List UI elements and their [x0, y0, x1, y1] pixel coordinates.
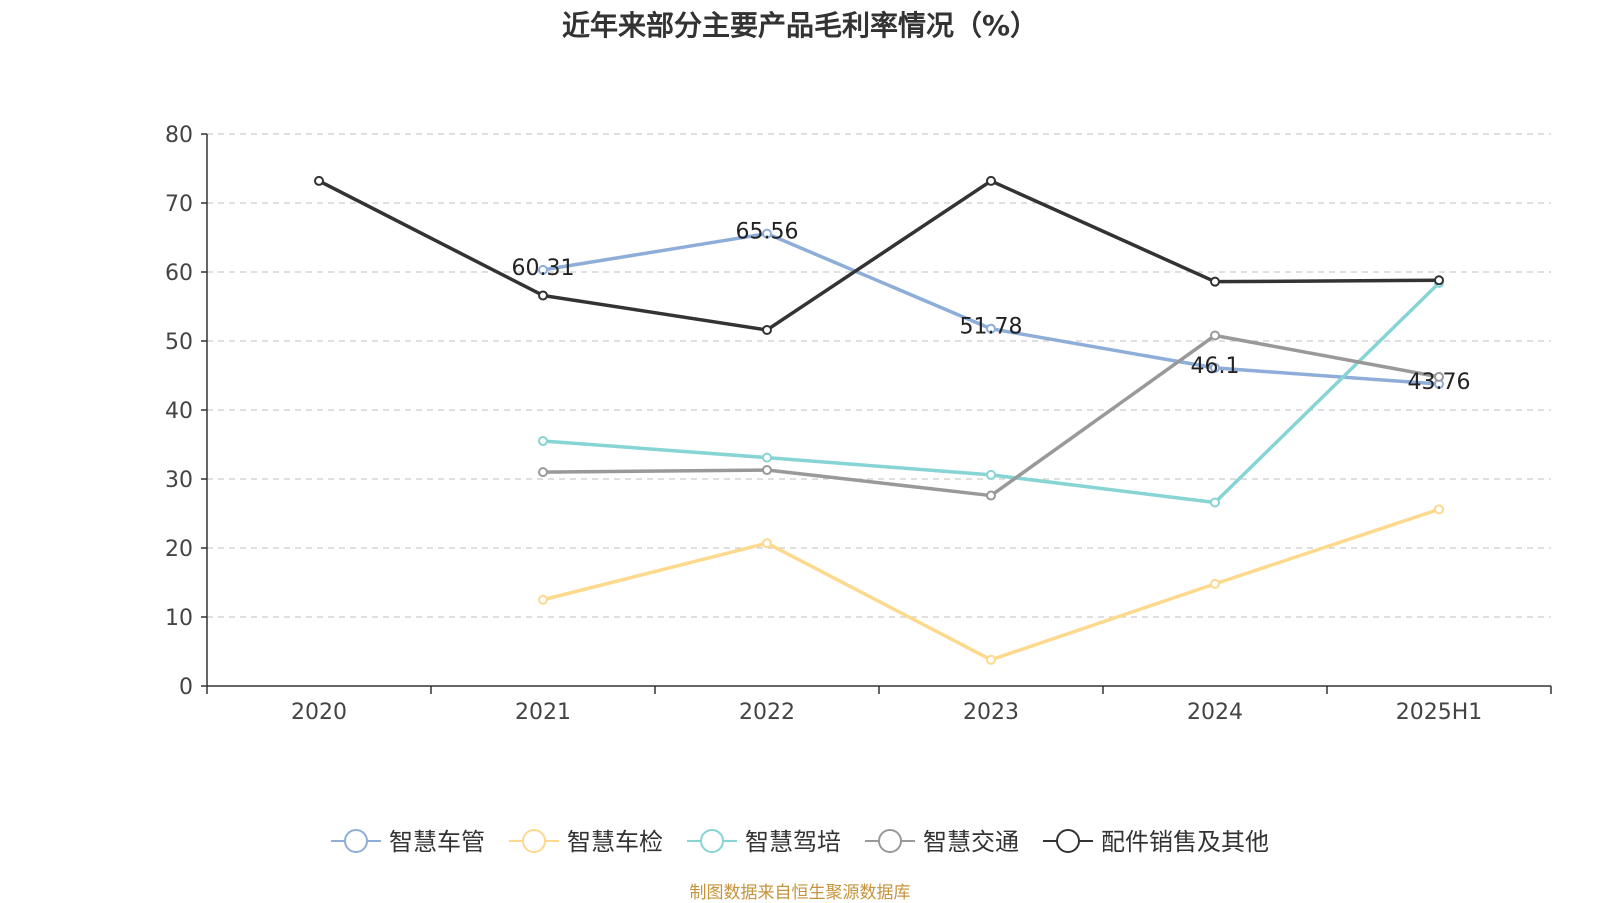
legend-circle-icon: [522, 829, 546, 853]
x-tick-label: 2024: [1187, 700, 1243, 725]
x-tick-label: 2021: [515, 700, 571, 725]
data-point: [986, 654, 996, 665]
y-tick-label: 20: [165, 537, 193, 562]
series-line: [318, 179, 1440, 332]
data-point: [1210, 362, 1220, 373]
legend-circle-icon: [344, 829, 368, 853]
y-tick-label: 0: [179, 675, 193, 700]
legend-circle-icon: [1056, 829, 1080, 853]
data-point: [986, 469, 996, 480]
x-tick-label: 2022: [739, 700, 795, 725]
legend-label: 智慧车管: [389, 828, 485, 856]
data-point: [538, 290, 548, 301]
legend-item-4: 智慧交通: [865, 828, 1019, 856]
x-tick-label: 2025H1: [1396, 700, 1483, 725]
legend-circle-icon: [700, 829, 724, 853]
data-point: [762, 465, 772, 476]
legend-item-3: 智慧驾培: [687, 828, 841, 856]
legend-label: 配件销售及其他: [1101, 828, 1269, 856]
y-tick-label: 70: [165, 192, 193, 217]
series-5: [314, 175, 1444, 335]
data-point: [1434, 275, 1444, 286]
source-note: 制图数据来自恒生聚源数据库: [689, 883, 911, 903]
data-point: [1210, 276, 1220, 287]
data-label: 43.76: [1408, 370, 1471, 395]
grid-lines: [207, 133, 1551, 618]
y-tick-label: 60: [165, 261, 193, 286]
legend: 智慧车管 智慧车检 智慧驾培 智慧交通 配件销售及其他: [331, 828, 1269, 856]
data-point: [1210, 497, 1220, 508]
data-point: [538, 264, 548, 275]
x-tick-label: 2020: [291, 700, 347, 725]
data-point: [986, 490, 996, 501]
series-line: [542, 231, 1440, 386]
y-tick-label: 80: [165, 123, 193, 148]
data-point: [538, 436, 548, 447]
legend-circle-icon: [878, 829, 902, 853]
series-2: [538, 504, 1444, 665]
data-point: [762, 452, 772, 463]
data-point: [314, 175, 324, 186]
data-point: [538, 467, 548, 478]
data-label: 65.56: [736, 220, 799, 245]
x-tick-label: 2023: [963, 700, 1019, 725]
y-tick-label: 50: [165, 330, 193, 355]
y-tick-label: 30: [165, 468, 193, 493]
data-label: 46.1: [1191, 354, 1240, 379]
data-point: [986, 175, 996, 186]
data-point: [538, 594, 548, 605]
series-1: [538, 228, 1444, 390]
series-4: [538, 330, 1444, 501]
data-label: 51.78: [960, 315, 1023, 340]
data-labels: 60.31 65.56 51.78 46.1 43.76: [512, 220, 1471, 395]
data-point: [762, 538, 772, 549]
y-tick-label: 10: [165, 606, 193, 631]
legend-item-1: 智慧车管: [331, 828, 485, 856]
series-line: [542, 507, 1440, 662]
series-group: [314, 175, 1444, 665]
chart-title: 近年来部分主要产品毛利率情况（%）: [561, 9, 1039, 42]
data-label: 60.31: [512, 256, 575, 281]
legend-label: 智慧交通: [923, 828, 1019, 856]
legend-item-5: 配件销售及其他: [1043, 828, 1269, 856]
data-point: [1434, 504, 1444, 515]
y-tick-label: 40: [165, 399, 193, 424]
axes: 0 10 20 30 40 50 60 70 80 2020 2021 2022 2023 2024 202…: [165, 123, 1552, 725]
data-point: [1434, 371, 1444, 382]
legend-label: 智慧驾培: [745, 828, 841, 856]
data-point: [762, 228, 772, 239]
data-point: [986, 323, 996, 334]
legend-item-2: 智慧车检: [509, 828, 663, 856]
data-point: [762, 324, 772, 335]
data-point: [1210, 578, 1220, 589]
legend-label: 智慧车检: [567, 828, 663, 856]
data-point: [1210, 330, 1220, 341]
